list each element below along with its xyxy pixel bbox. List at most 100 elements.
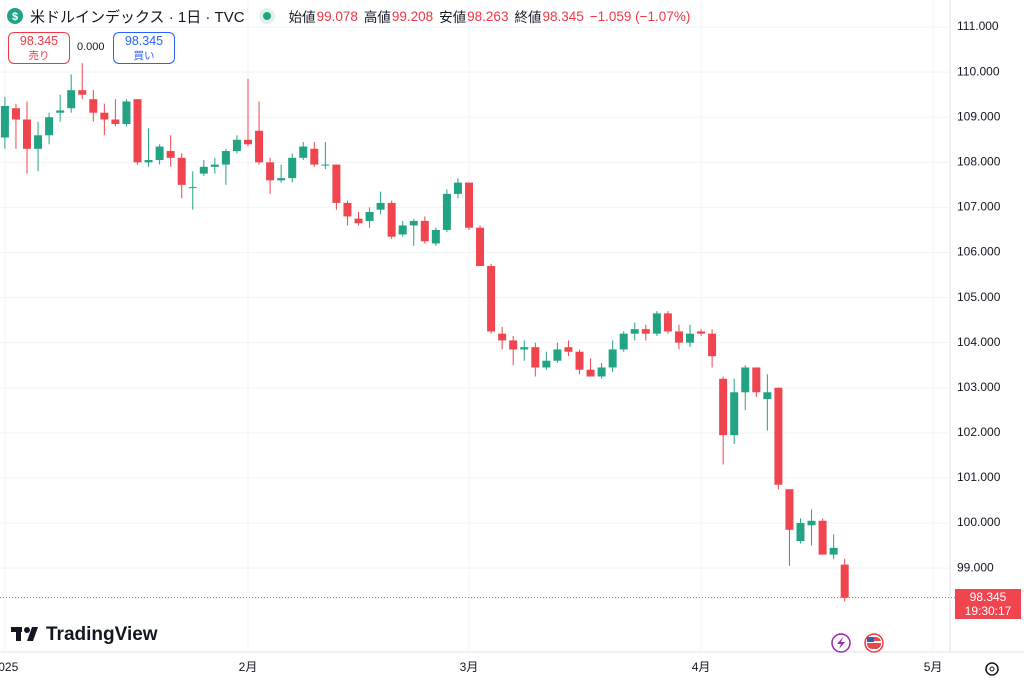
last-price: 98.345 — [969, 589, 1007, 604]
candle-body — [553, 349, 562, 361]
candle-body — [155, 146, 164, 161]
candle-body — [509, 340, 518, 350]
candle-body — [641, 329, 650, 334]
candle-body — [763, 392, 772, 400]
candle-body — [608, 349, 617, 368]
candle-body — [111, 119, 120, 124]
sell-button[interactable]: 98.345 売り — [8, 32, 70, 64]
low-label: 安値 — [439, 10, 467, 25]
candle-body — [221, 151, 230, 165]
flag-icon[interactable] — [864, 633, 884, 653]
candle-body — [586, 369, 595, 377]
y-tick-label: 103.000 — [957, 380, 1001, 394]
candle-body — [708, 333, 717, 357]
candle-body — [829, 547, 838, 555]
candle-body — [45, 117, 54, 136]
close-label: 終値 — [514, 10, 542, 25]
symbol-icon: $ — [7, 8, 23, 24]
logo-text: TradingView — [46, 624, 158, 645]
candle-body — [133, 99, 142, 163]
candle-body — [453, 182, 462, 194]
candle-body — [686, 333, 694, 343]
candle-body — [255, 130, 264, 163]
candle-body — [332, 164, 341, 203]
y-tick-label: 110.000 — [957, 64, 1000, 78]
candle-body — [232, 139, 241, 152]
candle-body — [188, 187, 197, 189]
candle-body — [796, 523, 805, 542]
last-price-tag: 98.345 19:30:17 — [955, 588, 1021, 619]
y-tick-label: 102.000 — [957, 425, 1001, 439]
candle-body — [398, 225, 407, 235]
candle-body — [387, 202, 396, 237]
candle-body — [277, 178, 286, 181]
plot — [0, 0, 955, 652]
event-icon[interactable] — [831, 633, 851, 653]
candle-body — [299, 146, 308, 158]
candle-body — [177, 157, 186, 185]
candle-body — [409, 220, 418, 226]
candle-body — [465, 182, 473, 228]
y-tick-label: 107.000 — [957, 200, 1001, 214]
candle-body — [442, 193, 451, 230]
y-tick-label: 100.000 — [957, 515, 1001, 529]
svg-text:$: $ — [12, 11, 18, 23]
x-tick-label: 2025 — [0, 660, 19, 674]
open-label: 始値 — [288, 10, 316, 25]
candle-body — [420, 220, 429, 242]
y-tick-label: 106.000 — [957, 245, 1001, 259]
candle-body — [520, 347, 529, 350]
candle-body — [376, 202, 385, 210]
candle-body — [199, 166, 208, 174]
candle-body — [310, 148, 319, 165]
candle-body — [741, 367, 750, 393]
y-tick-label: 105.000 — [957, 290, 1001, 304]
candle-body — [619, 333, 628, 350]
candle-body — [89, 99, 98, 113]
legend-header: $ 米ドルインデックス · 1日 · TVC 始値 99.078 高値 99.208… — [6, 5, 696, 27]
candle-body — [818, 520, 827, 555]
sell-label: 売り — [28, 50, 50, 62]
candle-body — [67, 90, 76, 109]
candle-body — [487, 266, 496, 332]
y-tick-label: 104.000 — [957, 335, 1001, 349]
candle-body — [365, 211, 374, 221]
candle-body — [719, 378, 728, 436]
buy-label: 買い — [133, 50, 155, 62]
candle-body — [321, 164, 330, 166]
candle-body — [840, 564, 849, 598]
candle-body — [807, 520, 816, 526]
x-tick-label: 5月 — [924, 660, 943, 674]
candle-body — [11, 108, 20, 120]
y-tick-label: 109.000 — [957, 109, 1001, 123]
y-tick-label: 111.000 — [957, 19, 999, 33]
candle-body — [597, 367, 606, 377]
candle-body — [630, 329, 639, 334]
candle-body — [752, 367, 761, 393]
candle-body — [122, 101, 131, 124]
countdown: 19:30:17 — [964, 603, 1012, 618]
candle-body — [774, 387, 783, 485]
candle-body — [697, 331, 706, 334]
x-tick-label: 2月 — [239, 660, 258, 674]
candle-body — [542, 360, 551, 368]
y-tick-label: 99.000 — [957, 560, 994, 574]
change-value: −1.059 (−1.07%) — [589, 8, 691, 24]
candle-body — [266, 162, 275, 181]
sell-price: 98.345 — [19, 34, 59, 48]
settings-icon[interactable] — [985, 662, 999, 676]
status-dot — [262, 12, 271, 20]
candle-body — [575, 351, 584, 370]
candle-body — [56, 110, 65, 113]
candle-body — [663, 313, 672, 332]
logo-mark — [11, 627, 38, 641]
high-value: 99.208 — [391, 8, 434, 24]
candle-body — [288, 157, 297, 179]
symbol: 米ドルインデックス · 1日 · TVC — [30, 8, 245, 26]
buy-button[interactable]: 98.345 買い — [113, 32, 175, 64]
x-tick-label: 3月 — [460, 660, 479, 674]
candle-body — [652, 313, 661, 334]
candle-body — [476, 227, 485, 267]
candle-body — [674, 331, 683, 343]
